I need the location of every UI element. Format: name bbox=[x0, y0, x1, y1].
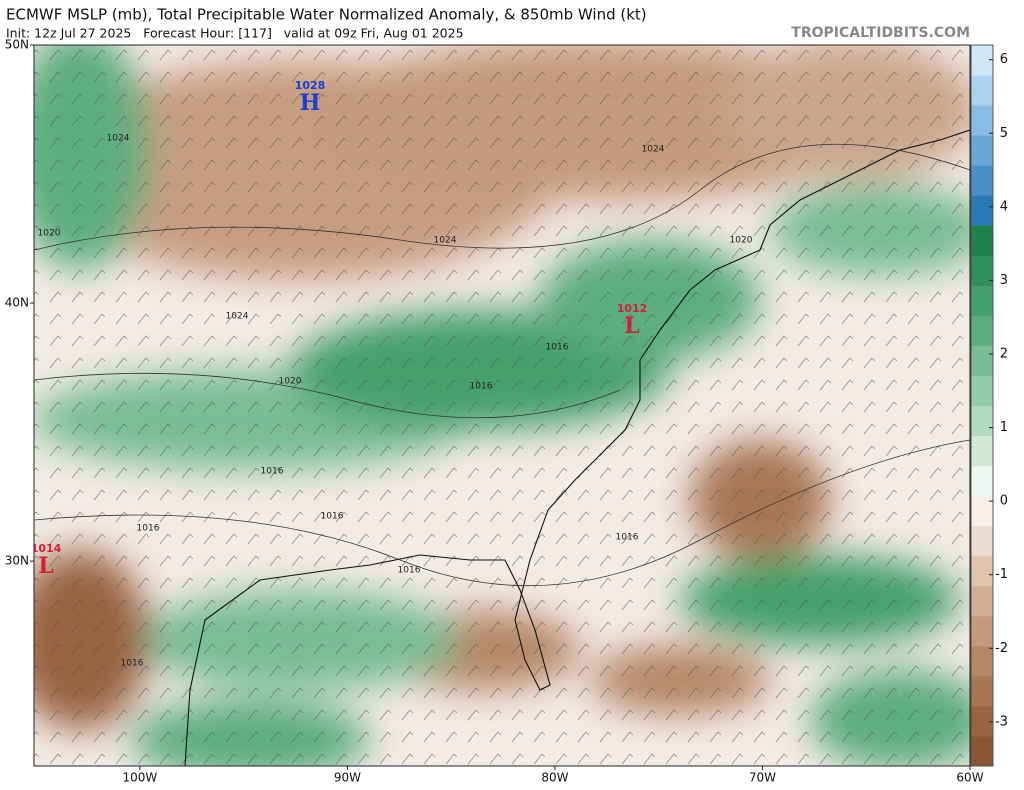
colorbar-segment bbox=[971, 435, 993, 467]
isobar-label: 1024 bbox=[226, 312, 249, 322]
colorbar-segment bbox=[971, 45, 993, 76]
lat-label: 40N bbox=[5, 296, 29, 310]
pressure-value: 1028 bbox=[295, 79, 326, 92]
colorbar-label: 3 bbox=[1000, 273, 1008, 288]
isobar-label: 1016 bbox=[546, 343, 569, 353]
coastline bbox=[184, 129, 970, 766]
colorbar-label: 5 bbox=[1000, 126, 1008, 141]
isobar-label: 1020 bbox=[730, 236, 753, 246]
colorbar-segment bbox=[971, 585, 993, 617]
lon-label: 90W bbox=[334, 771, 361, 785]
pressure-center: L bbox=[624, 313, 639, 339]
colorbar-label: 0 bbox=[1000, 494, 1008, 509]
colorbar-segment bbox=[971, 615, 993, 647]
colorbar-segment bbox=[971, 285, 993, 316]
colorbar-frame bbox=[970, 44, 994, 767]
colorbar-segment bbox=[971, 375, 993, 406]
colorbar-segment bbox=[971, 735, 993, 767]
colorbar-label: -3 bbox=[995, 714, 1008, 729]
isobar-label: 1024 bbox=[434, 236, 457, 246]
map-area: 1024 1024 1024 1024 1020 1020 1020 1016 1016 1016… bbox=[31, 45, 970, 766]
colorbar-segment bbox=[971, 165, 993, 196]
isobar-label: 1016 bbox=[121, 659, 144, 669]
colorbar-segment bbox=[971, 225, 993, 256]
colorbar-label: 2 bbox=[1000, 347, 1008, 362]
colorbar-segment bbox=[971, 135, 993, 166]
isobar-label: 1016 bbox=[137, 524, 160, 534]
colorbar-segment bbox=[971, 555, 993, 587]
lon-label: 70W bbox=[749, 771, 776, 785]
map-frame bbox=[33, 44, 971, 767]
colorbar-segment bbox=[971, 345, 993, 376]
colorbar-segment bbox=[971, 675, 993, 707]
isobar-label: 1016 bbox=[398, 566, 421, 576]
lon-label: 80W bbox=[541, 771, 568, 785]
lat-label: 30N bbox=[5, 554, 29, 568]
colorbar-segment bbox=[971, 645, 993, 677]
isobar-label: 1020 bbox=[279, 377, 302, 387]
colorbar-label: 1 bbox=[1000, 420, 1008, 435]
pressure-center: H bbox=[300, 90, 321, 116]
colorbar-label: 4 bbox=[1000, 199, 1008, 214]
colorbar-segment bbox=[971, 405, 993, 437]
site-name: TROPICALTIDBITS.COM bbox=[791, 25, 970, 41]
pressure-value: 1014 bbox=[31, 542, 62, 555]
colorbar-segment bbox=[971, 465, 993, 497]
lon-label: 60W bbox=[956, 771, 983, 785]
lat-label: 50N bbox=[5, 38, 29, 52]
wind-barbs bbox=[34, 45, 970, 766]
colorbar-segment bbox=[971, 75, 993, 106]
isobar-label: 1020 bbox=[38, 229, 61, 239]
pressure-value: 1012 bbox=[617, 302, 648, 315]
colorbar-segment bbox=[971, 255, 993, 286]
lon-label: 100W bbox=[122, 771, 157, 785]
title: ECMWF MSLP (mb), Total Precipitable Wate… bbox=[6, 6, 647, 24]
pressure-center: L bbox=[38, 553, 53, 579]
subtitle: Init: 12z Jul 27 2025 Forecast Hour: [11… bbox=[6, 26, 464, 41]
colorbar-segment bbox=[971, 495, 993, 527]
isobar-label: 1024 bbox=[107, 134, 130, 144]
colorbar-label: 6 bbox=[1000, 52, 1008, 67]
colorbar-segment bbox=[971, 105, 993, 136]
colorbar: 6 5 4 3 2 1 0 -1 -2 -3 bbox=[970, 44, 1008, 767]
isobar-label: 1016 bbox=[616, 533, 639, 543]
isobars bbox=[34, 143, 970, 587]
colorbar-label: -2 bbox=[995, 641, 1008, 656]
isobar-label: 1016 bbox=[321, 512, 344, 522]
colorbar-segment bbox=[971, 195, 993, 226]
colorbar-segment bbox=[971, 315, 993, 346]
isobar-label: 1016 bbox=[470, 382, 493, 392]
isobar-label: 1024 bbox=[642, 145, 665, 155]
colorbar-label: -1 bbox=[995, 567, 1008, 582]
isobar-label: 1016 bbox=[261, 467, 284, 477]
colorbar-segment bbox=[971, 705, 993, 737]
colorbar-segment bbox=[971, 525, 993, 557]
